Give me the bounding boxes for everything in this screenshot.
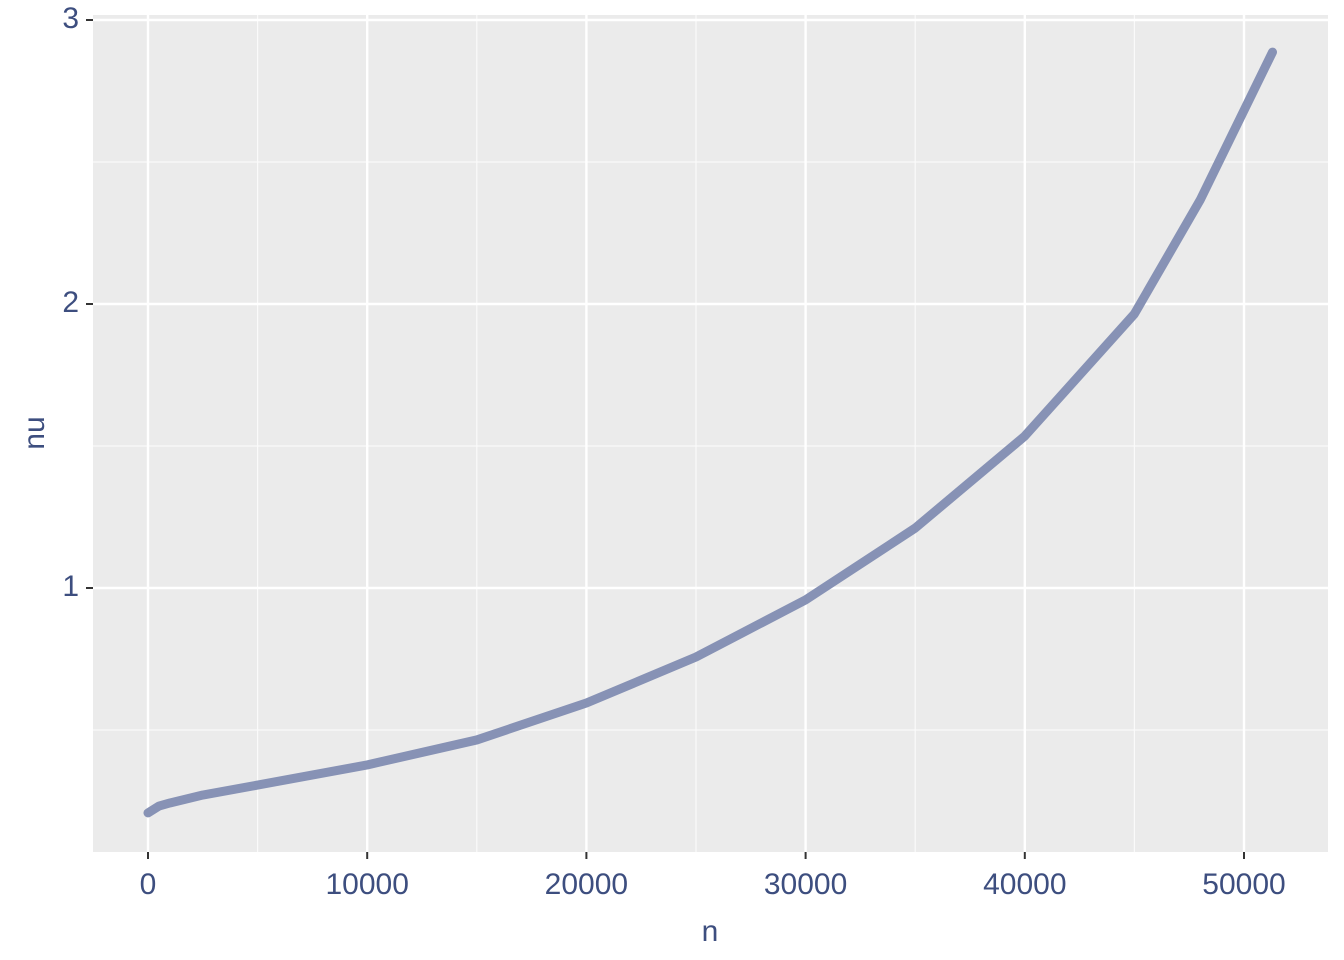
y-axis-title: nu xyxy=(18,416,51,449)
x-tick-label: 10000 xyxy=(325,868,408,901)
x-tick-label: 30000 xyxy=(764,868,847,901)
data-line xyxy=(143,47,1277,818)
y-tick-label: 2 xyxy=(62,286,79,319)
x-tick-label: 40000 xyxy=(983,868,1066,901)
x-axis-title: n xyxy=(702,915,719,948)
x-tick-label: 50000 xyxy=(1202,868,1285,901)
x-tick-label: 20000 xyxy=(545,868,628,901)
y-tick-label: 1 xyxy=(62,570,79,603)
panel xyxy=(93,15,1328,852)
y-tick-label: 3 xyxy=(62,2,79,35)
x-tick-label: 0 xyxy=(140,868,157,901)
